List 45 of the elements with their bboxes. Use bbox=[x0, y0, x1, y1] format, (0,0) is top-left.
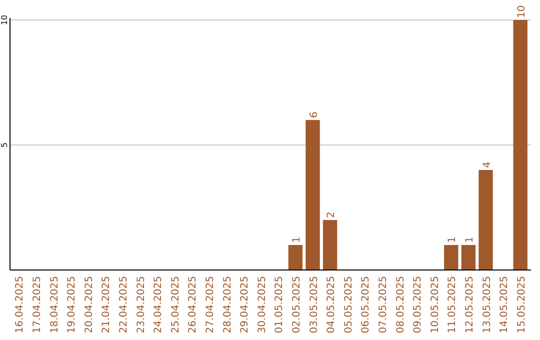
bar bbox=[461, 245, 476, 270]
x-tick-label: 12.05.2025 bbox=[464, 276, 476, 334]
x-tick-label: 07.05.2025 bbox=[378, 276, 389, 334]
x-tick-label: 23.04.2025 bbox=[136, 276, 147, 334]
x-tick-label: 25.04.2025 bbox=[170, 276, 182, 334]
x-tick-label: 26.04.2025 bbox=[188, 276, 199, 334]
bar bbox=[306, 120, 320, 270]
x-tick-label: 02.05.2025 bbox=[291, 276, 302, 334]
x-tick-label: 17.04.2025 bbox=[32, 276, 43, 334]
data-label: 1 bbox=[447, 236, 458, 243]
bar bbox=[322, 220, 338, 270]
x-tick-label: 22.04.2025 bbox=[118, 276, 130, 334]
bar bbox=[513, 20, 528, 270]
x-tick-label: 11.05.2025 bbox=[447, 276, 458, 334]
x-tick-label: 21.04.2025 bbox=[101, 276, 112, 334]
bar bbox=[288, 245, 303, 270]
x-tick-label: 15.05.2025 bbox=[516, 276, 528, 334]
x-tick-label: 14.05.2025 bbox=[499, 276, 510, 334]
bar bbox=[478, 170, 493, 270]
x-tick-label: 30.04.2025 bbox=[256, 276, 268, 334]
x-tick-label: 04.05.2025 bbox=[326, 276, 338, 334]
x-tick-label: 19.04.2025 bbox=[66, 276, 78, 334]
data-label: 10 bbox=[516, 5, 528, 18]
x-tick-label: 20.04.2025 bbox=[84, 276, 95, 334]
data-label: 2 bbox=[326, 212, 338, 218]
data-label: 1 bbox=[291, 236, 302, 243]
x-tick-label: 28.04.2025 bbox=[222, 276, 234, 334]
data-label: 6 bbox=[308, 112, 320, 118]
x-tick-label: 27.04.2025 bbox=[204, 276, 216, 334]
y-tick-label: 5 bbox=[0, 142, 9, 148]
data-label: 1 bbox=[464, 236, 476, 243]
bar bbox=[444, 245, 458, 270]
x-tick-label: 18.04.2025 bbox=[49, 276, 60, 334]
data-label: 4 bbox=[482, 162, 493, 168]
x-tick-label: 03.05.2025 bbox=[308, 276, 320, 334]
x-tick-label: 05.05.2025 bbox=[343, 276, 354, 334]
x-tick-label: 09.05.2025 bbox=[412, 276, 424, 334]
x-tick-label: 13.05.2025 bbox=[482, 276, 493, 334]
x-tick-label: 16.04.2025 bbox=[14, 276, 26, 334]
x-tick-label: 29.04.2025 bbox=[240, 276, 251, 334]
x-tick-label: 08.05.2025 bbox=[395, 276, 406, 334]
x-tick-label: 24.04.2025 bbox=[153, 276, 164, 334]
x-tick-label: 10.05.2025 bbox=[430, 276, 441, 334]
x-tick-label: 06.05.2025 bbox=[360, 276, 372, 334]
x-tick-label: 01.05.2025 bbox=[274, 276, 286, 334]
